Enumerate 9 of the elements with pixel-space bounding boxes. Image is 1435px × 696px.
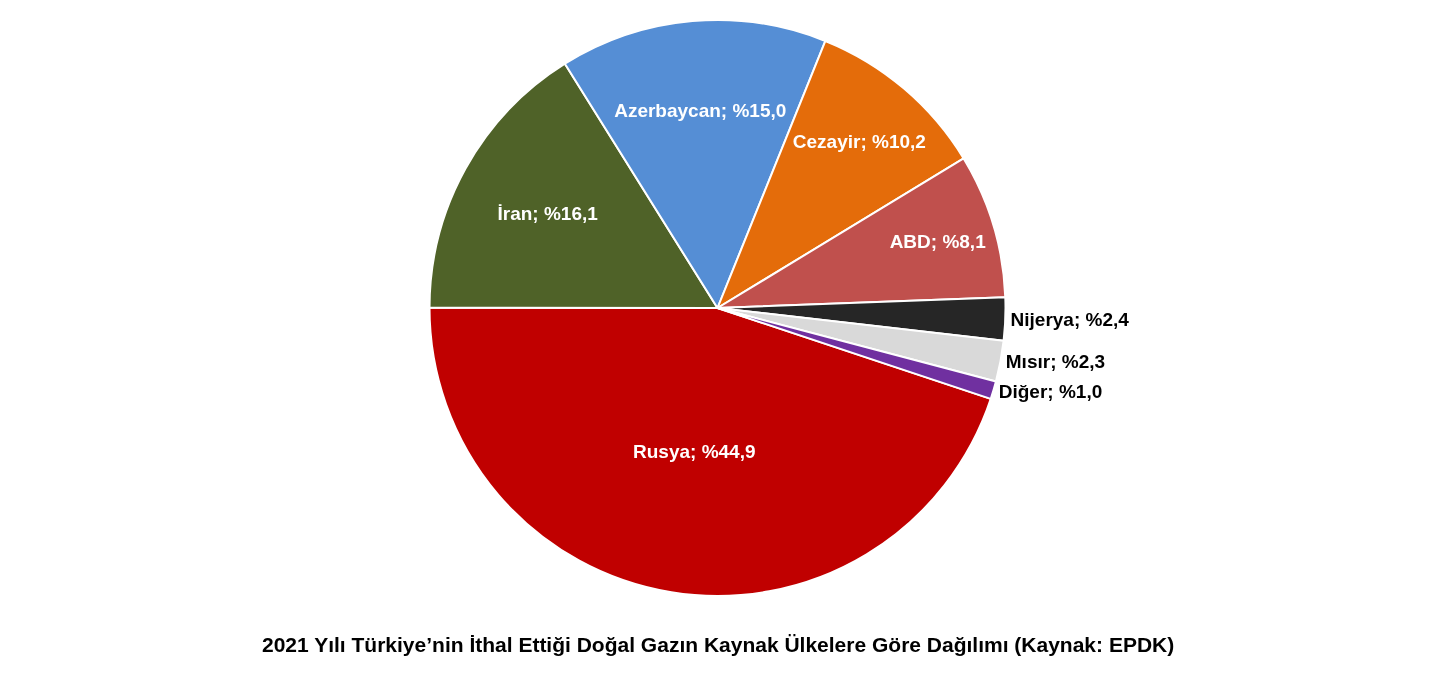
slice-label: İran; %16,1 <box>497 203 599 225</box>
slice-label: Mısır; %2,3 <box>1005 351 1106 373</box>
slice-label: Cezayir; %10,2 <box>792 130 926 152</box>
slice-label: Azerbaycan; %15,0 <box>614 100 787 122</box>
slice-label: Nijerya; %2,4 <box>1010 308 1130 330</box>
slice-label: Diğer; %1,0 <box>998 380 1103 402</box>
slice-label: ABD; %8,1 <box>889 231 987 253</box>
text: 2021 Yılı Türkiye’nin İthal Ettiği Doğal Gazın Kaynak Ülkelere Göre Dağılımı (Kaynak: EPDK) <box>262 633 1175 656</box>
slice-label: Rusya; %44,9 <box>633 440 756 462</box>
